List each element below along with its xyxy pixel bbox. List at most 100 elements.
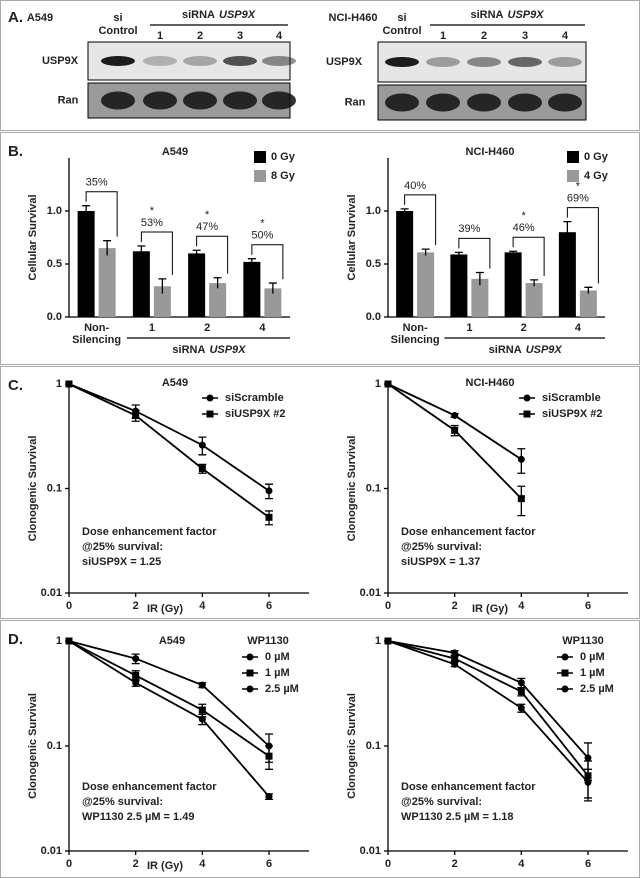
blot-band: [467, 93, 501, 112]
annotation: @25% survival:: [82, 796, 163, 808]
x-tick-label: 1: [466, 322, 472, 334]
error-bar: [268, 282, 277, 294]
y-tick-label: 0.5: [47, 258, 62, 270]
significance-mark: *: [576, 181, 581, 193]
blot-band: [508, 57, 542, 67]
legend-label: 0 µM: [580, 651, 605, 663]
error-bar: [213, 277, 222, 289]
annotation: siUSP9X = 1.37: [401, 556, 480, 568]
x-tick-label: 2: [133, 600, 139, 612]
group-label: siRNA: [489, 344, 522, 356]
y-tick-label: 1.0: [47, 205, 62, 217]
bar: [525, 283, 543, 317]
marker: [198, 706, 206, 714]
x-tick-label: 0: [385, 858, 391, 870]
blot-band: [262, 56, 296, 66]
marker: [198, 715, 206, 723]
bar: [153, 286, 171, 317]
chart-title: NCI-H460: [466, 377, 515, 389]
significance-bracket: [196, 235, 229, 274]
group-label: siRNA: [470, 9, 503, 21]
legend-marker: [246, 653, 254, 661]
annotation: @25% survival:: [401, 796, 482, 808]
x-tick-label: 1: [149, 322, 155, 334]
blot-band: [143, 56, 177, 66]
error-bar: [454, 251, 463, 257]
annotation: WP1130 2.5 µM = 1.18: [401, 811, 513, 823]
legend-label: 1 µM: [580, 667, 605, 679]
legend-label: siUSP9X #2: [225, 408, 286, 420]
marker: [132, 671, 140, 679]
marker: [517, 688, 525, 696]
group-gene: USP9X: [508, 9, 545, 21]
annotation: @25% survival:: [82, 541, 163, 553]
blot-row-label: USP9X: [42, 55, 79, 67]
panel-frame: [0, 366, 640, 619]
blot-band: [223, 56, 257, 66]
x-axis-label: IR (Gy): [147, 860, 183, 872]
error-bar: [421, 248, 430, 256]
series-line: [387, 640, 589, 777]
blot-band: [548, 57, 582, 67]
control-label: si: [397, 12, 406, 24]
bar: [396, 211, 414, 317]
group-gene: USP9X: [526, 344, 563, 356]
lane-label: 2: [481, 30, 487, 42]
marker: [584, 778, 592, 786]
blot-row-label: Ran: [345, 96, 366, 108]
x-tick-label: 0: [385, 600, 391, 612]
legend-swatch: [254, 151, 266, 163]
series-line: [387, 640, 589, 759]
bar: [558, 232, 576, 317]
cell-line-label: NCI-H460: [329, 12, 378, 24]
marker: [517, 455, 525, 463]
percent-label: 47%: [196, 221, 218, 233]
chart-title: NCI-H460: [466, 146, 515, 158]
control-label: Control: [98, 25, 137, 37]
legend-marker: [561, 685, 569, 693]
bar: [471, 278, 489, 317]
annotation: Dose enhancement factor: [82, 781, 217, 793]
y-tick-label: 0.01: [360, 587, 381, 599]
marker: [132, 411, 140, 419]
legend-label: 2.5 µM: [265, 683, 299, 695]
bar: [579, 290, 597, 317]
percent-label: 40%: [404, 180, 426, 192]
cell-line-label: A549: [27, 12, 53, 24]
series-line: [68, 640, 270, 798]
marker: [517, 679, 525, 687]
y-tick-label: 0.01: [41, 845, 62, 857]
x-tick-label: 4: [199, 858, 206, 870]
annotation: siUSP9X = 1.25: [82, 556, 161, 568]
marker: [451, 426, 459, 434]
percent-label: 53%: [141, 217, 163, 229]
y-axis-label: Clonogenic Survival: [27, 693, 39, 799]
marker: [198, 465, 206, 473]
x-tick-label: 0: [66, 600, 72, 612]
marker: [517, 704, 525, 712]
y-axis-label: Clonogenic Survival: [27, 436, 39, 542]
panel-label: C.: [8, 377, 23, 394]
lane-label: 3: [237, 30, 243, 42]
marker: [198, 681, 206, 689]
blot-band: [101, 56, 135, 66]
percent-label: 39%: [458, 223, 480, 235]
bar: [209, 283, 227, 317]
legend-label: 8 Gy: [271, 170, 296, 182]
marker: [65, 637, 73, 645]
error-bar: [584, 286, 593, 294]
bar: [98, 248, 116, 317]
y-tick-label: 1: [375, 378, 381, 390]
control-label: si: [113, 12, 122, 24]
annotation: WP1130 2.5 µM = 1.49: [82, 811, 194, 823]
blot-band: [508, 93, 542, 112]
x-tick-label: 4: [518, 600, 525, 612]
significance-mark: *: [150, 205, 155, 217]
legend-label: siScramble: [225, 392, 284, 404]
error-bar: [137, 245, 146, 257]
lane-label: 1: [157, 30, 163, 42]
lane-label: 4: [562, 30, 569, 42]
error-bar: [400, 208, 409, 214]
legend-marker: [246, 669, 254, 677]
